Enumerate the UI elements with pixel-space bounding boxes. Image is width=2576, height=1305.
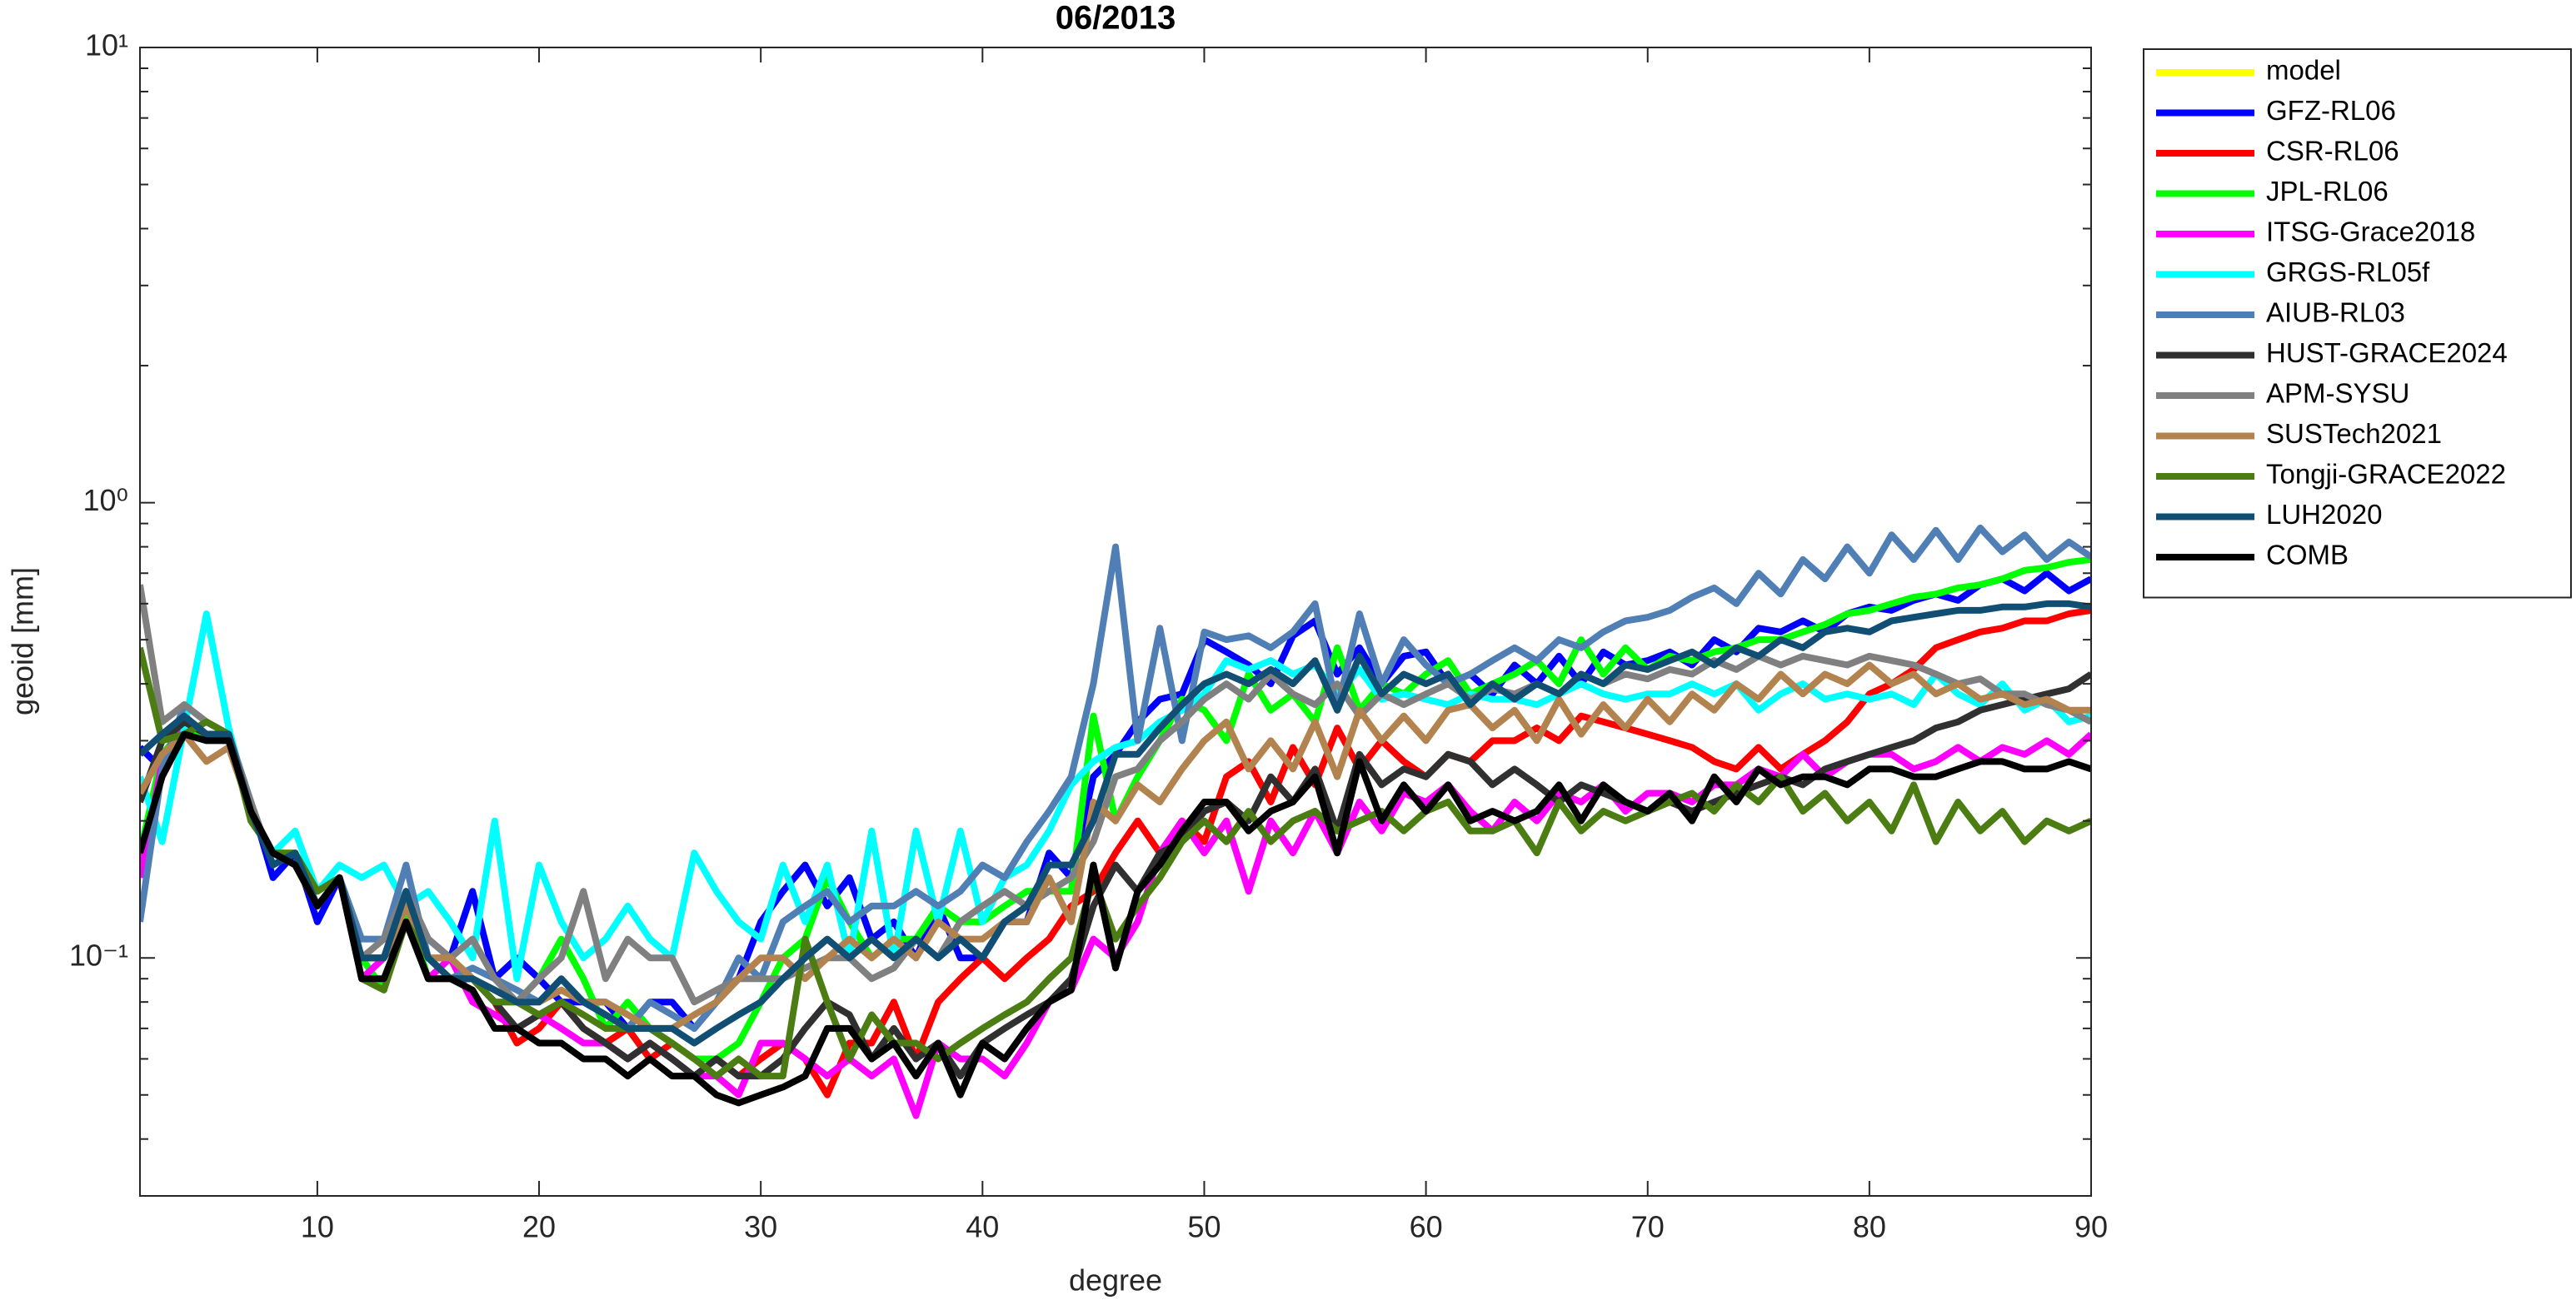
x-tick-label: 10 [301, 1210, 334, 1244]
x-tick-label: 20 [522, 1210, 556, 1244]
legend: model GFZ-RL06 CSR-RL06 JPL-RL06 ITSG-Grace2… [2143, 48, 2572, 599]
axes-box [139, 47, 2092, 1197]
legend-label: AIUB-RL03 [2266, 297, 2405, 328]
series-line [140, 600, 2091, 1047]
legend-box [2143, 48, 2572, 599]
y-tick-label: 10⁻¹ [69, 939, 128, 973]
x-tick-label: 30 [744, 1210, 777, 1244]
x-tick-label: 60 [1410, 1210, 1443, 1244]
legend-label: SUSTech2021 [2266, 418, 2442, 449]
series-line [140, 661, 2091, 1032]
legend-label: HUST-GRACE2024 [2266, 337, 2508, 368]
legend-label: model [2266, 55, 2341, 86]
legend-label: GRGS-RL05f [2266, 257, 2430, 287]
legend-label: Tongji-GRACE2022 [2266, 459, 2506, 490]
x-axis-label: degree [1069, 1263, 1162, 1298]
chart-title: 06/2013 [1056, 0, 1176, 37]
series-line [140, 584, 2091, 1006]
plot-lines [140, 524, 2091, 1119]
y-tick-label: 10⁰ [83, 483, 128, 517]
legend-label: COMB [2266, 540, 2349, 570]
x-tick-label: 80 [1853, 1210, 1886, 1244]
legend-label: APM-SYSU [2266, 378, 2409, 409]
x-tick-label: 50 [1187, 1210, 1221, 1244]
y-axis-label: geoid [mm] [6, 567, 40, 715]
legend-label: GFZ-RL06 [2266, 95, 2396, 126]
legend-label: LUH2020 [2266, 499, 2382, 530]
legend-label: JPL-RL06 [2266, 176, 2389, 207]
y-tick-label: 10¹ [85, 28, 128, 62]
x-tick-label: 70 [1631, 1210, 1665, 1244]
legend-label: CSR-RL06 [2266, 136, 2399, 167]
series-line [140, 730, 2091, 1107]
legend-label: ITSG-Grace2018 [2266, 217, 2475, 247]
x-tick-label: 90 [2074, 1210, 2108, 1244]
x-tick-label: 40 [966, 1210, 999, 1244]
